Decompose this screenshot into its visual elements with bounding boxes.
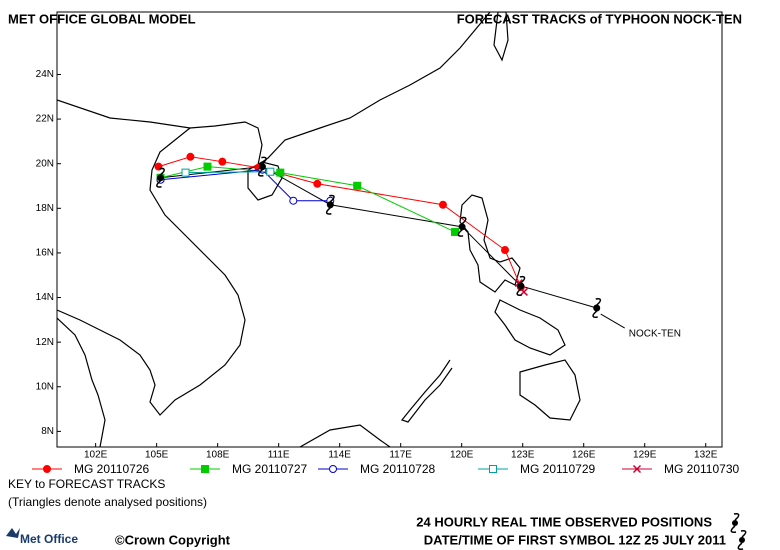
observed-symbol [457, 216, 467, 237]
x-tick-label: 102E [84, 450, 108, 461]
track-point [450, 227, 459, 236]
y-tick-label: 8N [41, 426, 54, 437]
legend-label: MG 20110726 [74, 462, 149, 476]
met-office-logo: Met Office [20, 532, 78, 546]
observed-position [516, 275, 526, 296]
header-title: FORECAST TRACKS of TYPHOON NOCK-TEN [457, 11, 742, 26]
observed-key: 24 HOURLY REAL TIME OBSERVED POSITIONS [416, 514, 712, 529]
key-title: KEY to FORECAST TRACKS [8, 477, 165, 491]
track-point [632, 464, 642, 474]
x-tick-label: 123E [511, 450, 535, 461]
forecast-track [185, 171, 271, 174]
thai-coast [57, 317, 106, 447]
observed-symbol [517, 282, 525, 290]
y-tick-label: 18N [36, 203, 54, 214]
observed-symbol [593, 304, 601, 312]
y-tick-label: 24N [36, 69, 54, 80]
copyright: ©Crown Copyright [115, 532, 231, 547]
track-point [289, 196, 298, 205]
track-point [329, 465, 337, 473]
track-point [489, 465, 497, 473]
logo-mark [6, 528, 20, 538]
observed-symbol [258, 156, 267, 177]
observed-position [592, 298, 602, 319]
hainan [247, 161, 283, 201]
map-frame [56, 11, 723, 448]
mindanao [519, 359, 581, 421]
coastlines [57, 12, 581, 447]
track-point [181, 168, 190, 177]
x-tick-label: 105E [145, 450, 169, 461]
luzon [459, 194, 521, 293]
legend-label: MG 20110729 [520, 462, 595, 476]
x-tick-label: 132E [694, 450, 718, 461]
observed-symbol-key [737, 530, 747, 550]
observed-position [325, 194, 335, 215]
track-point [438, 200, 447, 209]
x-tick-label: 120E [450, 450, 474, 461]
x-tick-label: 111E [268, 450, 290, 461]
x-tick-label: 108E [206, 450, 230, 461]
storm-label: NOCK-TEN [629, 329, 681, 340]
visayas [494, 299, 566, 356]
observed-symbol [592, 298, 602, 319]
y-tick-label: 10N [36, 381, 54, 392]
key-note: (Triangles denote analysed positions) [8, 495, 207, 509]
observed-symbol-key [730, 513, 740, 533]
observed-symbol [157, 174, 165, 182]
observed-symbol [458, 223, 466, 231]
observed-track [160, 166, 597, 309]
observed-symbol [156, 167, 165, 188]
legend-label: MG 20110730 [664, 462, 739, 476]
forecast-track [158, 156, 522, 288]
y-tick-label: 16N [36, 248, 54, 259]
forecast-track [160, 169, 331, 202]
track-point [501, 246, 510, 255]
borneo [299, 424, 391, 447]
observed-symbol [326, 201, 334, 209]
x-tick-label: 129E [633, 450, 657, 461]
track-point [201, 465, 209, 473]
observed-position [258, 156, 267, 177]
track-point [203, 162, 212, 171]
legend-label: MG 20110728 [360, 462, 435, 476]
y-tick-label: 22N [36, 114, 54, 125]
x-tick-label: 126E [572, 450, 596, 461]
label-leader [600, 313, 625, 329]
track-point [218, 157, 227, 166]
observed-position [156, 167, 165, 188]
observed-symbol [325, 194, 335, 215]
track-point [353, 181, 362, 190]
vietnam-coast [57, 127, 246, 416]
header-left: MET OFFICE GLOBAL MODEL [8, 11, 196, 26]
x-tick-label: 114E [328, 450, 351, 461]
date-note: DATE/TIME OF FIRST SYMBOL 12Z 25 JULY 20… [424, 532, 726, 547]
track-point [313, 179, 322, 188]
track-point [43, 465, 51, 473]
track-point [186, 152, 195, 161]
observed-symbol [258, 163, 266, 171]
observed-symbol [516, 275, 526, 296]
palawan [400, 359, 453, 423]
track-point [266, 167, 275, 176]
legend-label: MG 20110727 [232, 462, 307, 476]
track-point [276, 168, 285, 177]
taiwan [493, 12, 509, 62]
china-coast [57, 12, 491, 167]
x-tick-label: 117E [389, 450, 412, 461]
y-tick-label: 14N [36, 292, 54, 303]
observed-position [457, 216, 467, 237]
y-tick-label: 20N [36, 158, 54, 169]
y-tick-label: 12N [36, 337, 54, 348]
